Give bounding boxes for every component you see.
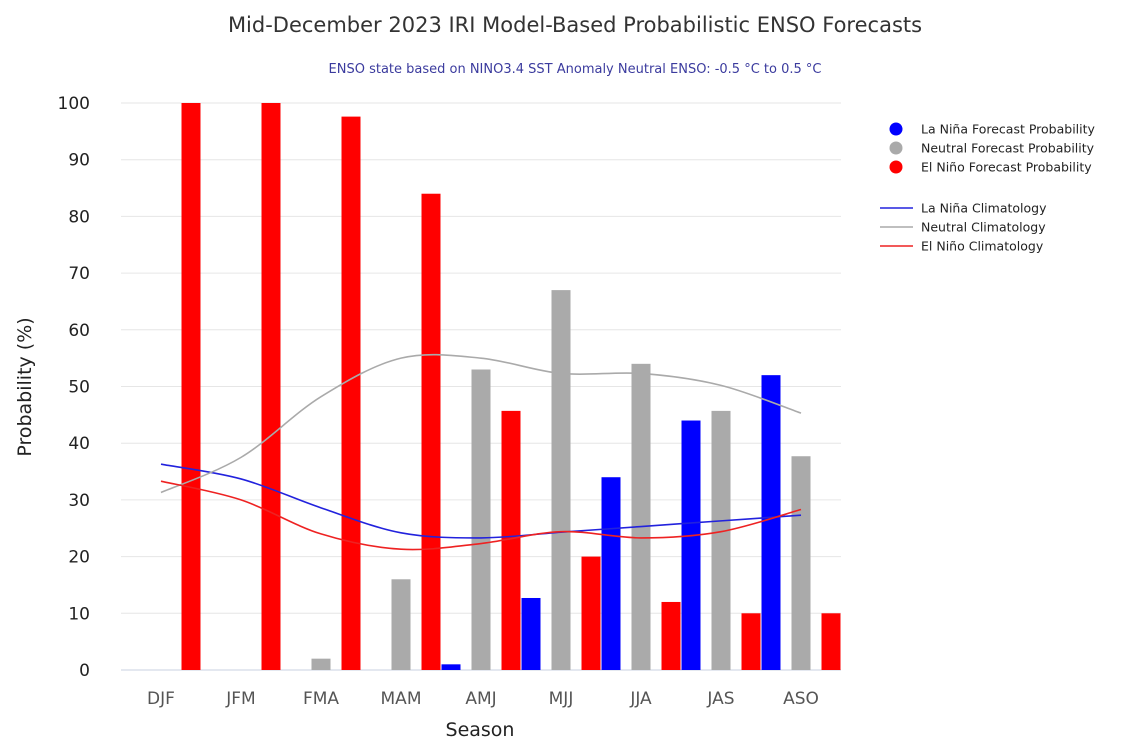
neutral-bar-aso [791, 456, 811, 670]
x-tick-mjj: MJJ [549, 689, 574, 709]
x-tick-labels: DJF JFM FMA MAM AMJ MJJ JJA JAS ASO [147, 689, 819, 709]
x-tick-jja: JJA [629, 689, 652, 709]
y-tick-20: 20 [68, 548, 90, 568]
la-nina-bar-jas [681, 420, 701, 670]
el-nino-bar-fma [341, 116, 361, 670]
neutral-bar-mam [391, 579, 411, 670]
y-tick-60: 60 [68, 321, 90, 341]
climatology-lines [160, 353, 802, 551]
el-nino-bar-mam [421, 193, 441, 670]
y-tick-40: 40 [68, 434, 90, 454]
el-nino-bar-jas [741, 613, 761, 670]
legend-el-nino-forecast-label: El Niño Forecast Probability [921, 160, 1092, 175]
el-nino-climatology-line [160, 480, 802, 551]
legend-el-nino-climatology-label: El Niño Climatology [921, 239, 1044, 254]
y-axis-title: Probability (%) [14, 317, 36, 456]
x-tick-jfm: JFM [225, 689, 255, 709]
legend-la-nina-forecast-label: La Niña Forecast Probability [921, 122, 1096, 137]
el-nino-bar-mjj [581, 556, 601, 670]
legend-neutral-forecast-label: Neutral Forecast Probability [921, 141, 1095, 156]
y-tick-labels: 0 10 20 30 40 50 60 70 80 90 100 [58, 94, 90, 681]
neutral-bar-jas [711, 410, 731, 670]
y-tick-0: 0 [79, 661, 90, 681]
el-nino-bar-djf [181, 103, 201, 670]
y-tick-90: 90 [68, 151, 90, 171]
legend-la-nina-climatology-label: La Niña Climatology [921, 201, 1047, 216]
legend[interactable]: La Niña Forecast Probability Neutral Fore… [880, 122, 1096, 254]
x-tick-amj: AMJ [465, 689, 496, 709]
legend-neutral-climatology-label: Neutral Climatology [921, 220, 1046, 235]
chart-title: Mid-December 2023 IRI Model-Based Probab… [228, 13, 922, 37]
la-nina-bar-mjj [521, 597, 541, 670]
bars [181, 103, 841, 670]
y-tick-80: 80 [68, 207, 90, 227]
y-tick-30: 30 [68, 491, 90, 511]
el-nino-bar-jja [661, 601, 681, 670]
y-tick-70: 70 [68, 264, 90, 284]
la-nina-bar-amj [441, 664, 461, 670]
neutral-bar-fma [311, 658, 331, 670]
neutral-bar-amj [471, 369, 491, 670]
la-nina-climatology-line [160, 463, 802, 539]
el-nino-bar-aso [821, 613, 841, 670]
la-nina-bar-aso [761, 375, 781, 670]
y-tick-100: 100 [58, 94, 90, 114]
la-nina-bar-jja [601, 477, 621, 670]
x-tick-mam: MAM [381, 689, 422, 709]
chart-subtitle: ENSO state based on NINO3.4 SST Anomaly … [329, 62, 822, 77]
y-tick-50: 50 [68, 378, 90, 398]
x-tick-aso: ASO [783, 689, 819, 709]
neutral-bar-mjj [551, 290, 571, 670]
x-axis-title: Season [446, 719, 515, 741]
legend-el-nino-forecast-marker [889, 160, 903, 174]
x-tick-fma: FMA [303, 689, 339, 709]
y-tick-10: 10 [68, 604, 90, 624]
el-nino-bar-amj [501, 410, 521, 670]
legend-neutral-forecast-marker [889, 141, 903, 155]
x-tick-djf: DJF [147, 689, 175, 709]
neutral-climatology-line [160, 353, 802, 494]
el-nino-bar-jfm [261, 103, 281, 670]
neutral-bar-jja [631, 363, 651, 670]
x-tick-jas: JAS [706, 689, 734, 709]
legend-la-nina-forecast-marker [889, 122, 903, 136]
